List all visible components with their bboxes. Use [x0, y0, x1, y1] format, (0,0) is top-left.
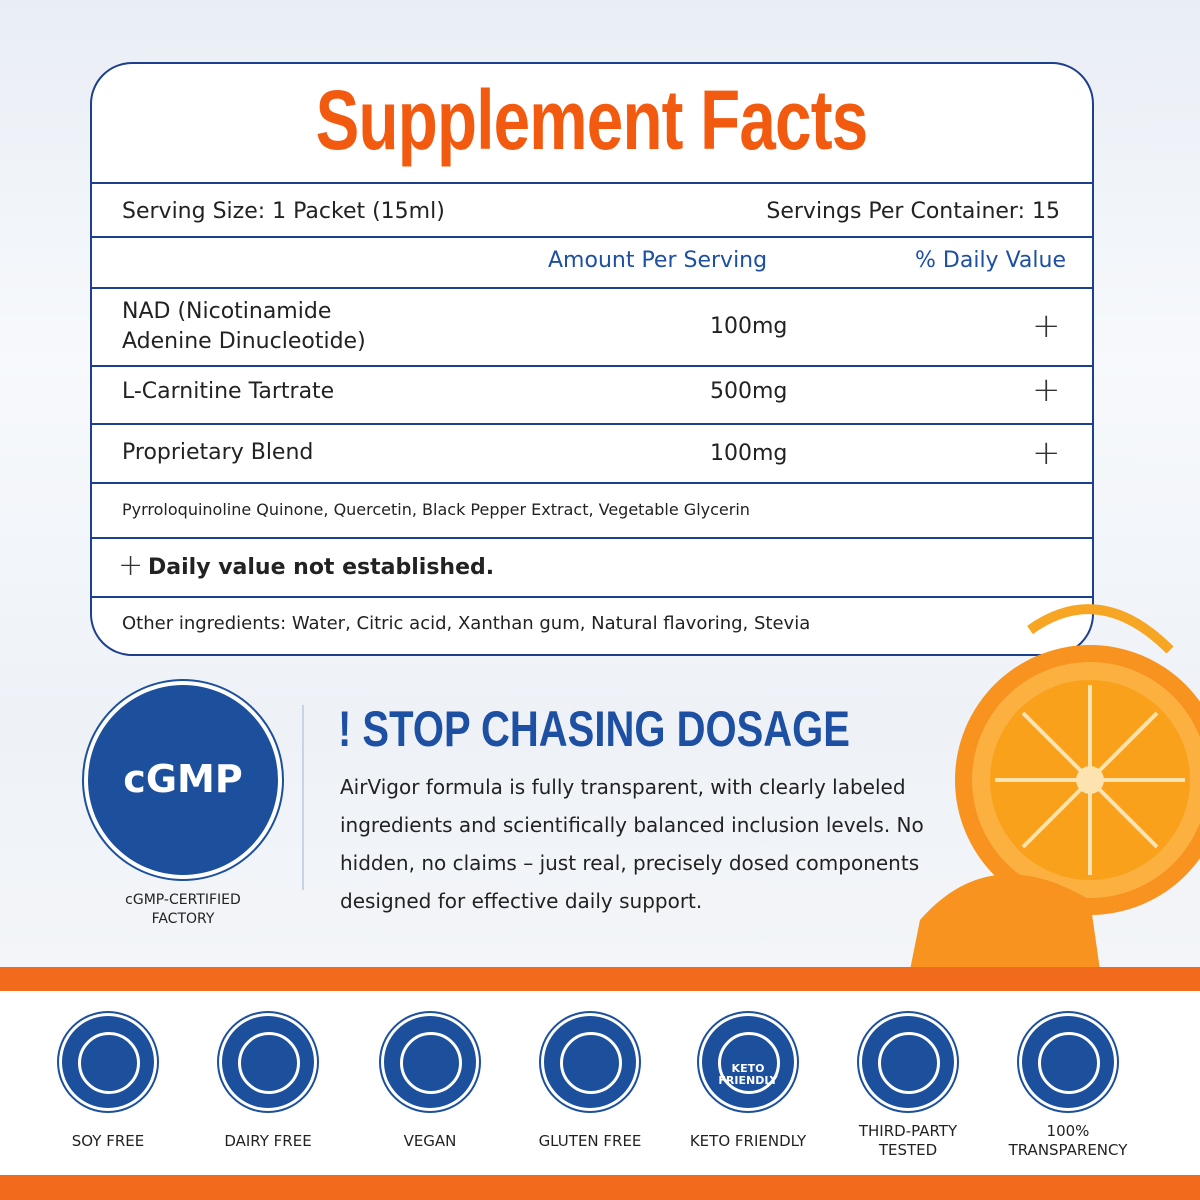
- icon-ring: [400, 1032, 462, 1094]
- orange-illustration: [910, 604, 1200, 970]
- feature-label: DAIRY FREE: [224, 1131, 312, 1150]
- icon-ring: [1038, 1032, 1100, 1094]
- feature-label: VEGAN: [403, 1131, 457, 1150]
- icon-ring: [560, 1032, 622, 1094]
- rule: [92, 365, 1092, 367]
- rule: [92, 236, 1092, 238]
- icon-ring: [878, 1032, 940, 1094]
- column-header: % Daily Value: [915, 248, 1066, 273]
- divider: [302, 705, 304, 890]
- nutrient-name: Proprietary Blend: [122, 440, 314, 465]
- rule: [92, 182, 1092, 184]
- feature-label: 100% TRANSPARENCY: [1008, 1122, 1128, 1159]
- feature-label: THIRD-PARTY TESTED: [858, 1122, 958, 1159]
- rule: [92, 287, 1092, 289]
- daily-value: +: [1032, 433, 1061, 473]
- serving-size: Serving Size: 1 Packet (15ml): [122, 199, 445, 224]
- icon-text: KETO FRIENDLY: [718, 1062, 778, 1087]
- blend-ingredients: Pyrroloquinoline Quinone, Quercetin, Bla…: [122, 500, 750, 519]
- promo-title: ! STOP CHASING DOSAGE: [338, 701, 850, 757]
- nutrient-amount: 100mg: [710, 441, 788, 466]
- rule: [92, 537, 1092, 539]
- icon-ring: [718, 1032, 780, 1094]
- icon-ring: [78, 1032, 140, 1094]
- daily-value: +: [1032, 370, 1061, 410]
- orange-bar: [0, 1175, 1200, 1200]
- title: Supplement Facts: [315, 73, 869, 167]
- badge-caption: cGMP-CERTIFIED FACTORY: [125, 892, 241, 927]
- feature-label: SOY FREE: [71, 1131, 145, 1150]
- orange-bar: [0, 967, 1200, 991]
- icon-ring: [238, 1032, 300, 1094]
- nutrient-amount: 500mg: [710, 379, 788, 404]
- rule: [92, 482, 1092, 484]
- other-ingredients: Other ingredients: Water, Citric acid, X…: [122, 613, 811, 634]
- footnote-symbol: +: [118, 548, 144, 583]
- nutrient-name: L-Carnitine Tartrate: [122, 379, 335, 404]
- promo-body: AirVigor formula is fully transparent, w…: [340, 775, 924, 913]
- column-header: Amount Per Serving: [548, 248, 768, 273]
- nutrient-name: NAD (Nicotinamide Adenine Dinucleotide): [122, 299, 366, 354]
- badge-label: cGMP: [123, 757, 243, 801]
- rule: [92, 423, 1092, 425]
- cgmp-badge: [88, 685, 278, 875]
- footnote: Daily value not established.: [148, 555, 495, 580]
- nutrient-amount: 100mg: [710, 314, 788, 339]
- facts-card: [90, 62, 1094, 656]
- feature-label: GLUTEN FREE: [538, 1131, 642, 1150]
- rule: [92, 596, 1092, 598]
- feature-label: KETO FRIENDLY: [689, 1131, 807, 1150]
- servings-per-container: Servings Per Container: 15: [766, 199, 1060, 224]
- daily-value: +: [1032, 306, 1061, 346]
